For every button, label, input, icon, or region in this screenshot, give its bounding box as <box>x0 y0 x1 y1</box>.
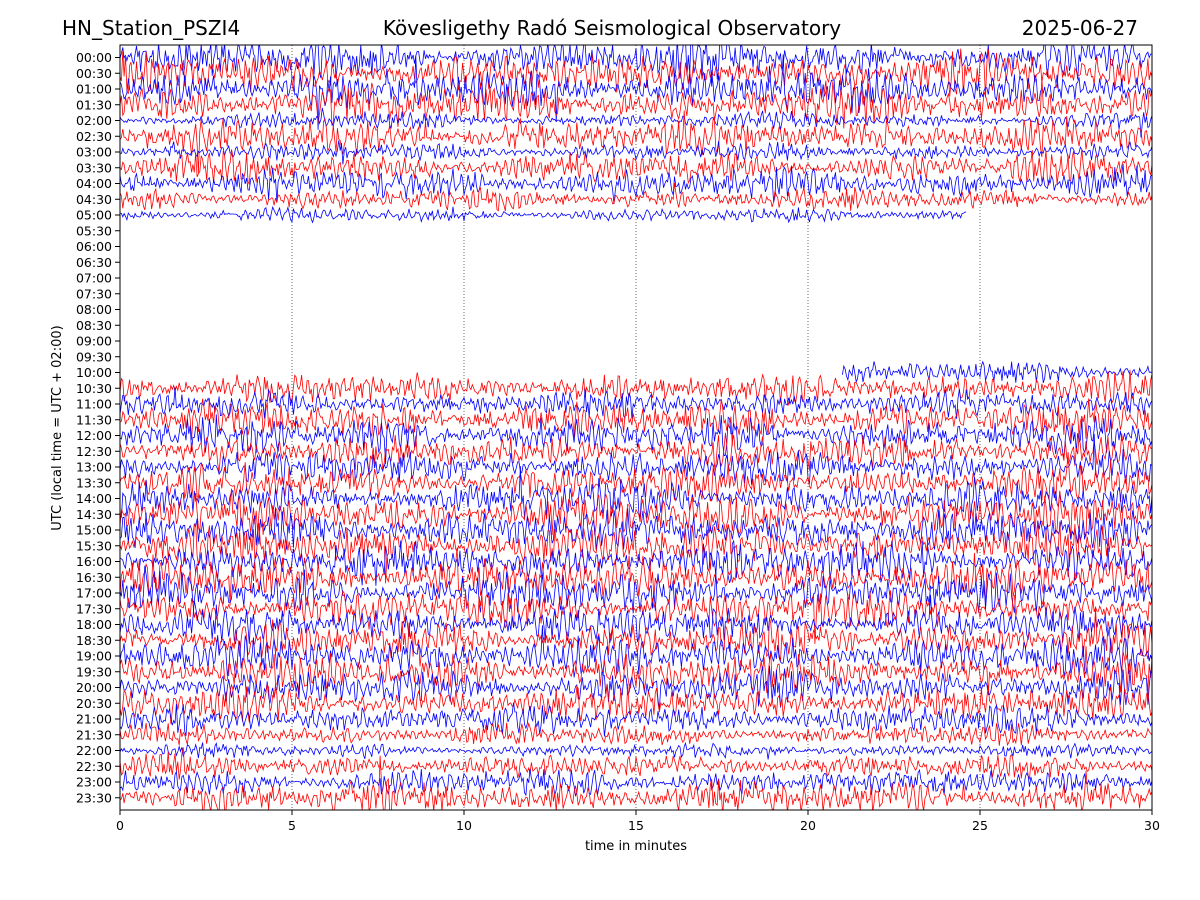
y-tick-label: 10:30 <box>76 381 112 396</box>
y-tick-label: 04:00 <box>76 176 112 191</box>
y-tick-label: 15:30 <box>76 538 112 553</box>
trace-0130 <box>120 77 1152 129</box>
trace-1600 <box>120 539 1152 586</box>
y-tick-label: 13:30 <box>76 475 112 490</box>
y-tick-label: 08:30 <box>76 318 112 333</box>
y-tick-label: 17:30 <box>76 601 112 616</box>
y-tick-label: 06:30 <box>76 255 112 270</box>
y-tick-label: 03:00 <box>76 145 112 160</box>
y-tick-label: 12:00 <box>76 428 112 443</box>
y-tick-label: 23:30 <box>76 790 112 805</box>
trace-1100 <box>120 387 1152 420</box>
x-tick-label: 20 <box>800 818 816 833</box>
x-axis-label: time in minutes <box>585 839 687 854</box>
trace-1800 <box>120 594 1152 645</box>
y-tick-label: 21:30 <box>76 727 112 742</box>
trace-1700 <box>120 565 1152 614</box>
trace-0200 <box>120 107 1152 138</box>
y-tick-label: 00:00 <box>76 50 112 65</box>
y-tick-label: 19:00 <box>76 649 112 664</box>
y-tick-label: 03:30 <box>76 160 112 175</box>
trace-1230 <box>120 432 1152 474</box>
trace-2030 <box>120 683 1152 725</box>
y-tick-label: 19:30 <box>76 664 112 679</box>
trace-0100 <box>120 54 1152 130</box>
trace-1400 <box>120 466 1152 520</box>
y-tick-label: 05:30 <box>76 223 112 238</box>
y-tick-label: 20:00 <box>76 680 112 695</box>
y-tick-label: 08:00 <box>76 302 112 317</box>
y-tick-label: 18:00 <box>76 617 112 632</box>
trace-1300 <box>120 433 1152 485</box>
y-tick-label: 05:00 <box>76 208 112 223</box>
y-tick-label: 01:00 <box>76 82 112 97</box>
y-tick-label: 10:00 <box>76 365 112 380</box>
y-tick-label: 07:30 <box>76 286 112 301</box>
trace-1130 <box>120 397 1152 447</box>
trace-1500 <box>120 508 1152 551</box>
y-tick-label: 22:00 <box>76 743 112 758</box>
y-tick-label: 04:30 <box>76 192 112 207</box>
trace-1900 <box>120 625 1152 678</box>
x-tick-label: 25 <box>972 818 988 833</box>
trace-1630 <box>120 547 1152 606</box>
y-tick-label: 12:30 <box>76 444 112 459</box>
x-tick-label: 30 <box>1144 818 1160 833</box>
x-tick-label: 15 <box>628 818 644 833</box>
trace-2230 <box>120 747 1152 781</box>
y-tick-label: 15:00 <box>76 523 112 538</box>
y-tick-label: 09:30 <box>76 349 112 364</box>
trace-0230 <box>120 110 1152 173</box>
trace-2100 <box>120 702 1152 737</box>
trace-2200 <box>120 741 1152 760</box>
y-tick-label: 22:30 <box>76 759 112 774</box>
y-tick-label: 01:30 <box>76 97 112 112</box>
y-tick-label: 14:30 <box>76 507 112 522</box>
y-axis-label: UTC (local time = UTC + 02:00) <box>50 325 65 530</box>
trace-1730 <box>120 590 1152 645</box>
date-title: 2025-06-27 <box>1022 16 1138 40</box>
trace-1330 <box>120 452 1152 503</box>
trace-0330 <box>120 149 1152 186</box>
trace-1000 <box>842 360 1152 384</box>
x-ticks: 0 5 10 15 20 25 30 <box>116 810 1160 833</box>
y-tick-label: 23:00 <box>76 775 112 790</box>
y-tick-label: 13:00 <box>76 460 112 475</box>
y-ticks: 00:0000:3001:0001:3002:0002:3003:0003:30… <box>76 50 120 805</box>
trace-2000 <box>120 665 1152 709</box>
y-tick-label: 20:30 <box>76 696 112 711</box>
trace-2300 <box>120 768 1152 798</box>
y-tick-label: 07:00 <box>76 271 112 286</box>
y-tick-label: 17:00 <box>76 586 112 601</box>
x-tick-label: 5 <box>288 818 296 833</box>
trace-0430 <box>120 182 1152 212</box>
observatory-title: Kövesligethy Radó Seismological Observat… <box>383 16 841 40</box>
y-tick-label: 09:00 <box>76 334 112 349</box>
y-tick-label: 02:30 <box>76 129 112 144</box>
trace-2130 <box>120 721 1152 747</box>
trace-2330 <box>120 755 1152 810</box>
x-tick-label: 10 <box>456 818 472 833</box>
trace-1930 <box>120 646 1152 694</box>
y-tick-label: 02:00 <box>76 113 112 128</box>
y-tick-label: 06:00 <box>76 239 112 254</box>
trace-group <box>120 45 1152 810</box>
y-tick-label: 16:30 <box>76 570 112 585</box>
y-tick-label: 16:00 <box>76 554 112 569</box>
y-tick-label: 00:30 <box>76 66 112 81</box>
trace-1200 <box>120 414 1152 465</box>
y-tick-label: 11:00 <box>76 397 112 412</box>
y-tick-label: 11:30 <box>76 412 112 427</box>
trace-0300 <box>120 140 1152 165</box>
station-title: HN_Station_PSZI4 <box>62 16 240 40</box>
y-tick-label: 14:00 <box>76 491 112 506</box>
x-tick-label: 0 <box>116 818 124 833</box>
trace-1530 <box>120 521 1152 584</box>
trace-1830 <box>120 607 1152 667</box>
y-tick-label: 18:30 <box>76 633 112 648</box>
trace-0000 <box>120 45 1152 87</box>
y-tick-label: 21:00 <box>76 712 112 727</box>
trace-0500 <box>120 205 967 224</box>
